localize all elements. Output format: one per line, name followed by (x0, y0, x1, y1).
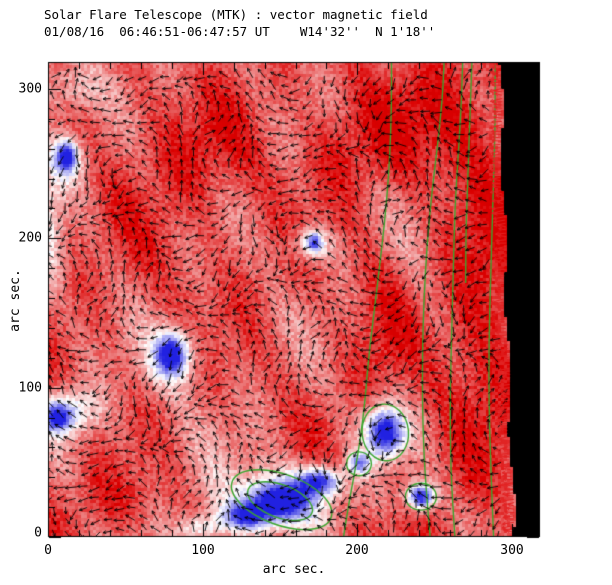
x-tick-label-100: 100 (191, 543, 215, 558)
y-tick-label-300: 300 (18, 81, 42, 97)
plot-title: Solar Flare Telescope (MTK) : vector mag… (44, 7, 428, 22)
y-tick-label-0: 0 (34, 525, 42, 541)
x-tick-label-200: 200 (345, 543, 369, 558)
plot-subtitle: 01/08/16 06:46:51-06:47:57 UT W14'32'' N… (44, 24, 436, 39)
y-tick-label-100: 100 (18, 380, 42, 396)
x-axis-label: arc sec. (262, 562, 326, 577)
y-tick-label-200: 200 (18, 230, 42, 246)
x-tick-label-0: 0 (44, 543, 52, 558)
x-tick-label-300: 300 (500, 543, 524, 558)
y-axis-label: arc sec. (7, 269, 23, 332)
